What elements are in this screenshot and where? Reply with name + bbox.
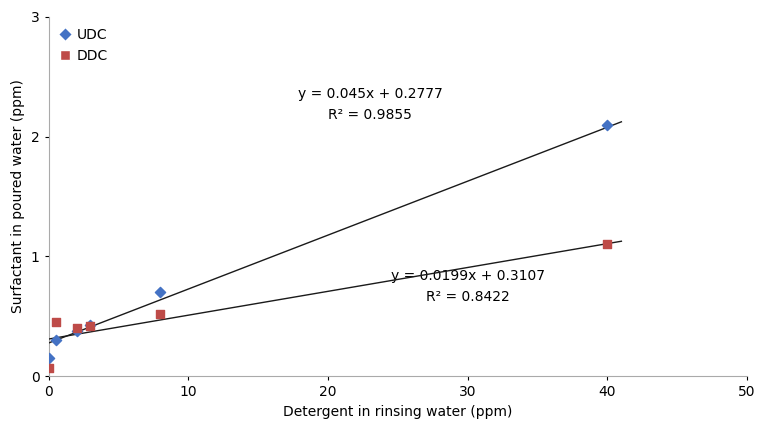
- UDC: [49, 337, 61, 344]
- Legend: UDC, DDC: UDC, DDC: [55, 24, 112, 67]
- UDC: [71, 327, 83, 334]
- UDC: [154, 289, 166, 296]
- DDC: [49, 319, 61, 326]
- Text: y = 0.045x + 0.2777: y = 0.045x + 0.2777: [298, 86, 443, 101]
- DDC: [601, 241, 614, 248]
- Text: R² = 0.8422: R² = 0.8422: [426, 290, 509, 304]
- UDC: [42, 355, 54, 362]
- DDC: [84, 322, 97, 329]
- UDC: [84, 321, 97, 328]
- Y-axis label: Surfactant in poured water (ppm): Surfactant in poured water (ppm): [11, 80, 25, 313]
- Text: R² = 0.9855: R² = 0.9855: [328, 108, 412, 122]
- Text: y = 0.0199x + 0.3107: y = 0.0199x + 0.3107: [390, 269, 545, 283]
- X-axis label: Detergent in rinsing water (ppm): Detergent in rinsing water (ppm): [283, 405, 512, 419]
- DDC: [154, 310, 166, 317]
- UDC: [601, 121, 614, 128]
- DDC: [71, 325, 83, 332]
- DDC: [42, 365, 54, 372]
